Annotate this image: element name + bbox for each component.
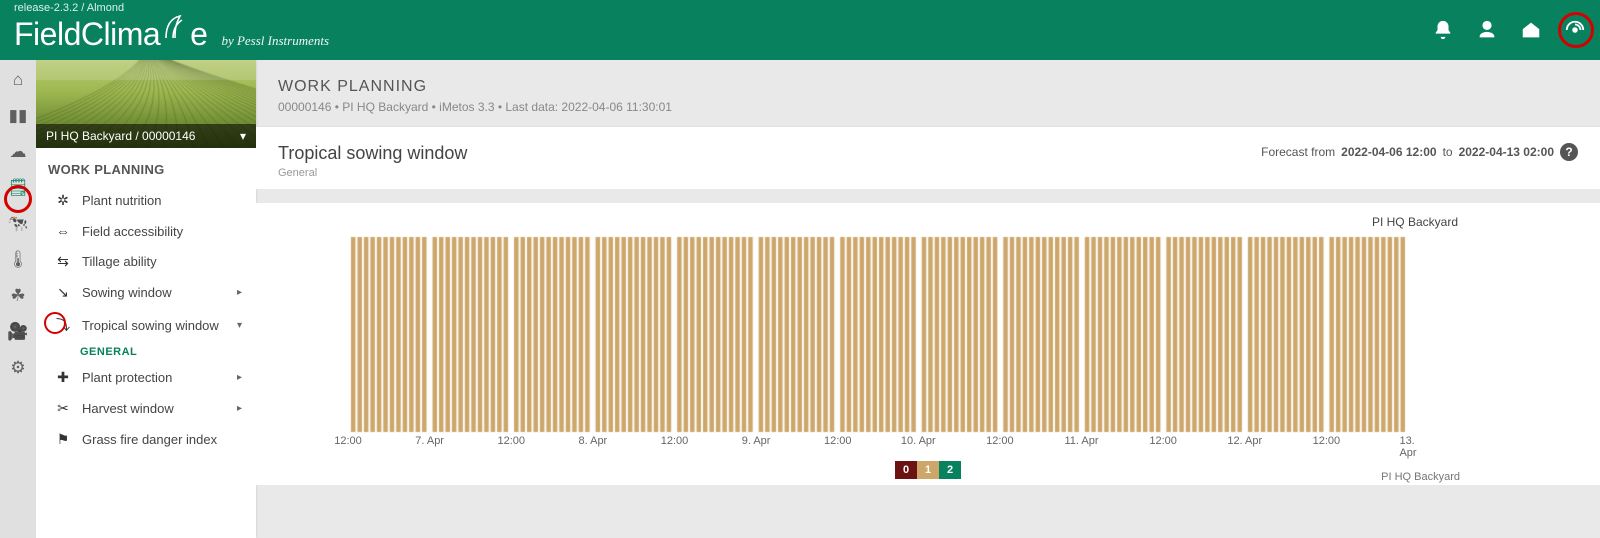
rail-home-icon[interactable]: ⌂ <box>4 66 32 94</box>
x-tick-label: 10. Apr <box>901 435 936 447</box>
rail-leaf-icon[interactable]: ☘ <box>4 282 32 310</box>
sidebar-item-plant-nutrition[interactable]: ✲ Plant nutrition <box>36 185 256 216</box>
card-subtitle: General <box>278 167 467 179</box>
rail-weather-icon[interactable]: ☁ <box>4 138 32 166</box>
chevron-icon: ▸ <box>237 403 242 414</box>
x-tick-label: 8. Apr <box>578 435 607 447</box>
x-tick-label: 7. Apr <box>415 435 444 447</box>
menu-icon: ✚ <box>54 369 72 386</box>
rail-animal-icon[interactable]: 🐄 <box>4 210 32 238</box>
icon-rail: ⌂ ▮▮ ☁ 🗒 🐄 🌡 ☘ 🎥 ⚙ <box>0 60 36 538</box>
page-header: WORK PLANNING 00000146 • PI HQ Backyard … <box>256 60 1600 126</box>
sidebar-item-plant-protection[interactable]: ✚ Plant protection ▸ <box>36 362 256 393</box>
forecast-range: Forecast from 2022-04-06 12:00 to 2022-0… <box>1261 143 1578 161</box>
chart-series-label: PI HQ Backyard <box>278 215 1578 229</box>
menu-icon: ↘ <box>54 284 72 301</box>
sidebar-item-grass-fire-danger-index[interactable]: ⚑ Grass fire danger index <box>36 424 256 455</box>
rail-chart-icon[interactable]: ▮▮ <box>4 102 32 130</box>
user-icon[interactable] <box>1476 19 1498 41</box>
sidebar-item-label: Plant protection <box>82 370 172 385</box>
rail-planning-icon[interactable]: 🗒 <box>4 174 32 202</box>
chart-x-axis: 12:00 7. Apr 12:00 8. Apr 12:00 9. Apr 12:00 10… <box>348 435 1408 453</box>
sidebar-item-label: Harvest window <box>82 401 174 416</box>
sidebar-item-label: Field accessibility <box>82 224 183 239</box>
station-hero[interactable]: PI HQ Backyard / 00000146 ▾ <box>36 60 256 148</box>
x-tick-label: 9. Apr <box>742 435 771 447</box>
release-label: release-2.3.2 / Almond <box>14 2 124 14</box>
menu-icon: ⇆ <box>54 253 72 270</box>
menu-icon: ⇔ <box>54 223 72 239</box>
card-header: Tropical sowing window General Forecast … <box>256 126 1600 189</box>
legend-box[interactable]: 2 <box>939 461 961 479</box>
x-tick-label: 12:00 <box>1149 435 1177 447</box>
x-tick-label: 12:00 <box>661 435 689 447</box>
sidebar-item-harvest-window[interactable]: ✂ Harvest window ▸ <box>36 393 256 424</box>
rail-camera-icon[interactable]: 🎥 <box>4 318 32 346</box>
bell-icon[interactable] <box>1432 19 1454 41</box>
menu-icon: ⤵ <box>54 315 72 335</box>
sidebar-item-tropical-sowing-window[interactable]: ⤵ Tropical sowing window ▾ <box>36 308 256 342</box>
radar-icon[interactable] <box>1564 19 1586 41</box>
farm-icon[interactable] <box>1520 19 1542 41</box>
sidebar: PI HQ Backyard / 00000146 ▾ WORK PLANNIN… <box>36 60 256 538</box>
sidebar-item-label: Tillage ability <box>82 254 157 269</box>
x-tick-label: 12:00 <box>1313 435 1341 447</box>
menu-icon: ✂ <box>54 400 72 417</box>
sidebar-subitem[interactable]: GENERAL <box>36 342 256 362</box>
chevron-icon: ▾ <box>237 320 242 331</box>
x-tick-label: 13. Apr <box>1399 435 1416 459</box>
chevron-icon: ▸ <box>237 372 242 383</box>
station-caption-text: PI HQ Backyard / 00000146 <box>46 129 195 143</box>
chevron-icon: ▸ <box>237 287 242 298</box>
caret-down-icon: ▾ <box>240 129 246 143</box>
x-tick-label: 12:00 <box>986 435 1014 447</box>
sidebar-item-label: Tropical sowing window <box>82 318 219 333</box>
chart-card: PI HQ Backyard 12:007. Apr12:008. Apr12:… <box>256 203 1600 485</box>
rail-settings-icon[interactable]: ⚙ <box>4 354 32 382</box>
help-icon[interactable]: ? <box>1560 143 1578 161</box>
forecast-prefix: Forecast from <box>1261 145 1335 159</box>
x-tick-label: 12:00 <box>497 435 525 447</box>
legend-box[interactable]: 1 <box>917 461 939 479</box>
byline: by Pessl Instruments <box>221 33 329 49</box>
sidebar-section-title: WORK PLANNING <box>36 148 256 185</box>
main: WORK PLANNING 00000146 • PI HQ Backyard … <box>256 60 1600 538</box>
logo-text-main: FieldClima <box>14 16 160 53</box>
page-title: WORK PLANNING <box>278 78 1578 96</box>
station-caption[interactable]: PI HQ Backyard / 00000146 ▾ <box>36 124 256 148</box>
page-subtitle: 00000146 • PI HQ Backyard • iMetos 3.3 •… <box>278 100 1578 114</box>
logo[interactable]: FieldClima e by Pessl Instruments <box>14 16 329 53</box>
chart-bottom-label: PI HQ Backyard <box>1381 471 1460 483</box>
forecast-to-word: to <box>1443 145 1453 159</box>
x-tick-label: 12:00 <box>824 435 852 447</box>
card-title: Tropical sowing window <box>278 143 467 164</box>
rail-thermo-icon[interactable]: 🌡 <box>4 246 32 274</box>
sidebar-item-field-accessibility[interactable]: ⇔ Field accessibility <box>36 216 256 246</box>
chart-canvas <box>278 235 1578 435</box>
leaf-icon <box>162 14 184 45</box>
x-tick-label: 11. Apr <box>1064 435 1098 447</box>
menu-icon: ✲ <box>54 192 72 209</box>
sidebar-item-label: Grass fire danger index <box>82 432 217 447</box>
sidebar-item-label: Plant nutrition <box>82 193 162 208</box>
logo-text-tail: e <box>190 16 207 53</box>
sidebar-nav: ✲ Plant nutrition ⇔ Field accessibility ⇆ Til… <box>36 185 256 455</box>
sidebar-item-label: Sowing window <box>82 285 172 300</box>
forecast-from: 2022-04-06 12:00 <box>1341 145 1436 159</box>
topbar: release-2.3.2 / Almond FieldClima e by P… <box>0 0 1600 60</box>
legend-box[interactable]: 0 <box>895 461 917 479</box>
forecast-to: 2022-04-13 02:00 <box>1459 145 1554 159</box>
x-tick-label: 12. Apr <box>1227 435 1262 447</box>
menu-icon: ⚑ <box>54 431 72 448</box>
sidebar-item-tillage-ability[interactable]: ⇆ Tillage ability <box>36 246 256 277</box>
x-tick-label: 12:00 <box>334 435 362 447</box>
sidebar-item-sowing-window[interactable]: ↘ Sowing window ▸ <box>36 277 256 308</box>
